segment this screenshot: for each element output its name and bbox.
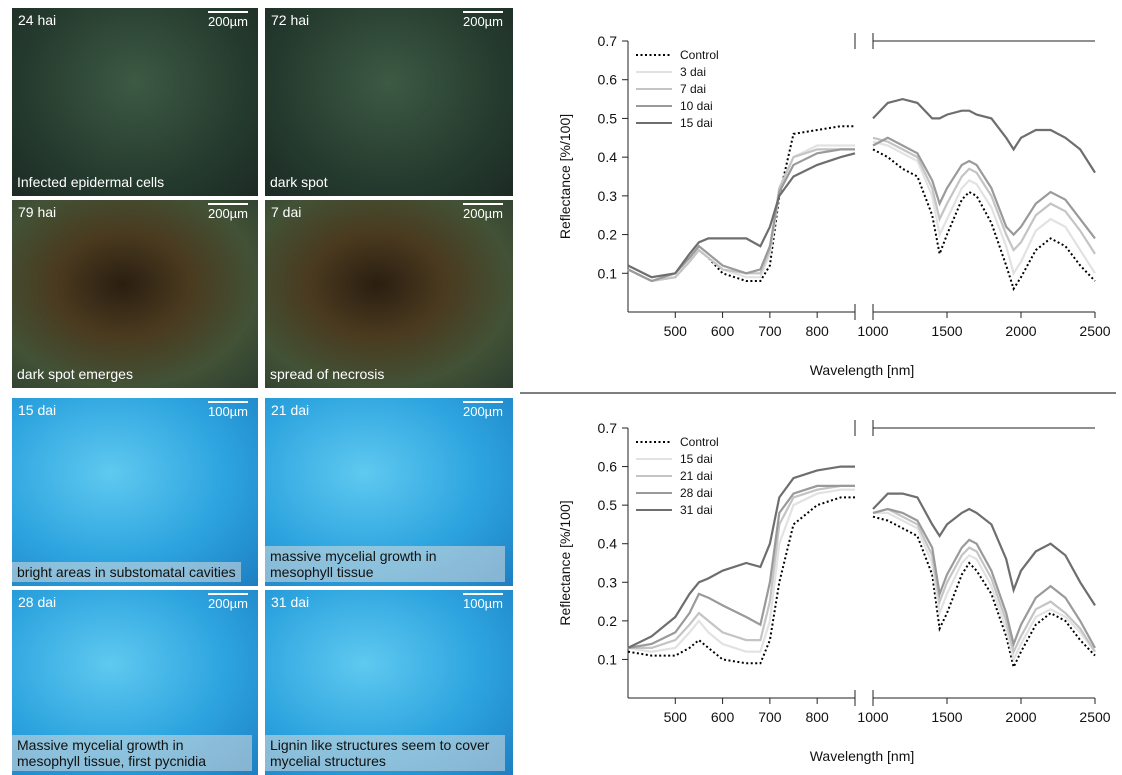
x-tick-label: 600 — [711, 323, 735, 339]
legend-label: 3 dai — [680, 65, 706, 79]
y-tick-label: 0.7 — [598, 420, 618, 436]
micrograph: 79 hai 200µm dark spot emerges — [12, 200, 258, 388]
x-tick-label: 700 — [758, 323, 782, 339]
micrograph-time: 24 hai — [18, 12, 57, 28]
series-line — [872, 148, 1096, 292]
series-line — [872, 97, 1096, 174]
legend-label: 15 dai — [680, 116, 713, 130]
micrograph-scale: 200µm — [462, 401, 503, 419]
micrograph: 28 dai 200µm Massive mycelial growth in me… — [12, 590, 258, 775]
micrograph-time: 21 dai — [271, 402, 310, 418]
legend-label: 31 dai — [680, 503, 713, 517]
series-line — [627, 484, 855, 649]
series-line — [872, 136, 1096, 255]
x-tick-label: 800 — [805, 323, 829, 339]
y-tick-label: 0.2 — [598, 227, 618, 243]
series-line — [872, 136, 1096, 240]
micrograph-time: 72 hai — [271, 12, 310, 28]
micrograph-caption: Lignin like structures seem to cover myc… — [265, 735, 505, 771]
micrograph-time: 15 dai — [18, 402, 57, 418]
y-tick-label: 0.1 — [598, 651, 618, 667]
x-tick-label: 2500 — [1079, 709, 1110, 725]
legend-label: Control — [680, 435, 719, 449]
legend-label: 28 dai — [680, 486, 713, 500]
micrograph-scale: 200µm — [462, 11, 503, 29]
micrograph: 72 hai 200µm dark spot — [265, 8, 513, 196]
series-line — [872, 492, 1096, 606]
micrograph-time: 31 dai — [271, 594, 310, 610]
micrograph-time: 28 dai — [18, 594, 57, 610]
micrograph-caption: Infected epidermal cells — [17, 174, 165, 190]
y-axis-label: Reflectance [%/100] — [557, 500, 573, 625]
y-tick-label: 0.4 — [598, 149, 618, 165]
y-axis-label: Reflectance [%/100] — [557, 114, 573, 239]
x-tick-label: 600 — [711, 709, 735, 725]
micrograph-caption: dark spot — [270, 174, 328, 190]
micrograph-caption: spread of necrosis — [270, 366, 385, 382]
micrograph: 31 dai 100µm Lignin like structures seem t… — [265, 590, 513, 775]
x-tick-label: 1000 — [857, 709, 888, 725]
series-line — [627, 148, 855, 283]
y-tick-label: 0.3 — [598, 574, 618, 590]
micrograph-scale: 100µm — [462, 593, 503, 611]
series-line — [628, 484, 855, 649]
legend-label: 15 dai — [680, 452, 713, 466]
y-tick-label: 0.5 — [598, 110, 618, 126]
x-tick-label: 700 — [758, 709, 782, 725]
series-line — [872, 507, 1096, 655]
y-tick-label: 0.6 — [598, 459, 618, 475]
legend-label: 21 dai — [680, 469, 713, 483]
series-line — [627, 148, 855, 283]
y-tick-label: 0.6 — [598, 72, 618, 88]
micrograph-scale: 200µm — [207, 11, 248, 29]
legend-label: 10 dai — [680, 99, 713, 113]
x-tick-label: 2000 — [1005, 709, 1036, 725]
y-tick-label: 0.4 — [598, 536, 618, 552]
x-tick-label: 1500 — [931, 709, 962, 725]
series-line — [872, 140, 1096, 276]
micrograph-caption: Massive mycelial growth in mesophyll tis… — [12, 735, 252, 771]
legend-label: 7 dai — [680, 82, 706, 96]
series-line — [627, 465, 855, 649]
micrograph-scale: 100µm — [207, 401, 248, 419]
series-line — [627, 144, 855, 283]
x-tick-label: 500 — [664, 709, 688, 725]
series-line — [872, 507, 1096, 649]
micrograph-caption: massive mycelial growth in mesophyll tis… — [265, 546, 505, 582]
micrograph-scale: 200µm — [207, 203, 248, 221]
micrograph-time: 7 dai — [271, 204, 302, 220]
series-line — [627, 152, 856, 279]
micrograph-scale: 200µm — [207, 593, 248, 611]
y-tick-label: 0.5 — [598, 497, 618, 513]
x-tick-label: 2500 — [1079, 323, 1110, 339]
series-line — [873, 511, 1096, 663]
x-tick-label: 1500 — [931, 323, 962, 339]
x-tick-label: 500 — [664, 323, 688, 339]
y-tick-label: 0.3 — [598, 188, 618, 204]
x-tick-label: 2000 — [1005, 323, 1036, 339]
series-line — [872, 515, 1096, 671]
x-axis-label: Wavelength [nm] — [810, 362, 915, 378]
micrograph-time: 79 hai — [18, 204, 57, 220]
x-tick-label: 800 — [805, 709, 829, 725]
y-tick-label: 0.1 — [598, 265, 618, 281]
micrograph: 7 dai 200µm spread of necrosis — [265, 200, 513, 388]
series-line — [627, 125, 855, 283]
x-tick-label: 1000 — [857, 323, 888, 339]
micrograph-caption: bright areas in substomatal cavities — [12, 562, 241, 582]
series-line — [627, 488, 855, 653]
micrograph-scale: 200µm — [462, 203, 503, 221]
micrograph-caption: dark spot emerges — [17, 366, 133, 382]
micrograph: 21 dai 200µm massive mycelial growth in me… — [265, 398, 513, 586]
y-tick-label: 0.7 — [598, 33, 618, 49]
x-axis-label: Wavelength [nm] — [810, 748, 915, 764]
y-tick-label: 0.2 — [598, 613, 618, 629]
micrograph: 15 dai 100µm bright areas in substomatal c… — [12, 398, 258, 586]
micrograph: 24 hai 200µm Infected epidermal cells — [12, 8, 258, 196]
legend-label: Control — [680, 48, 719, 62]
